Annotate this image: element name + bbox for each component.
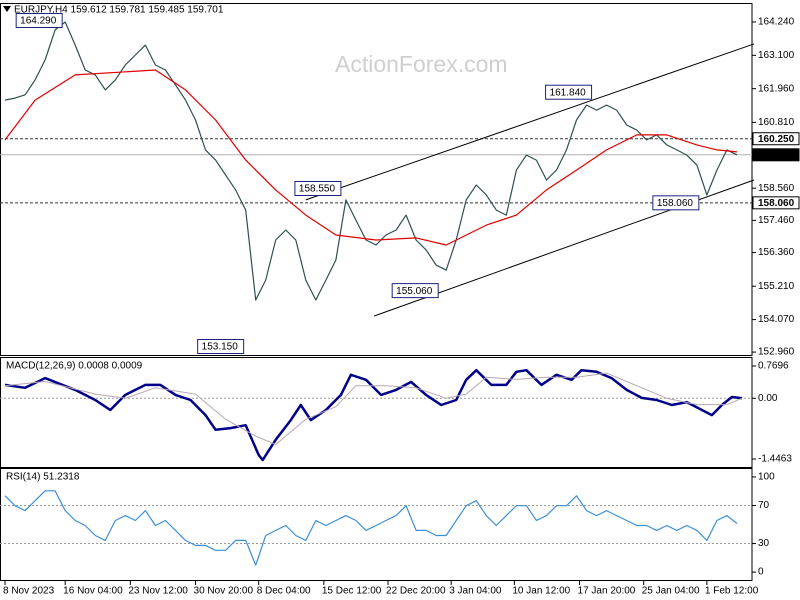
annotation-box: [652, 195, 700, 211]
annotation-box: [197, 339, 245, 355]
y-tick-label: 157.460: [758, 215, 795, 226]
annotation-label: 158.060: [657, 198, 694, 209]
y-tick-label: 161.960: [758, 83, 795, 94]
y-tick-label: 0.00: [758, 393, 778, 404]
indicator-line: [4, 69, 738, 246]
y-tick-label: 0.7696: [758, 361, 789, 372]
panel-title: EURJPY,H4 159.612 159.781 159.485 159.70…: [14, 5, 224, 16]
level-label-box: [752, 132, 800, 146]
level-label: 158.060: [758, 198, 795, 209]
level-label: 160.250: [758, 134, 795, 145]
price-line: [4, 490, 738, 566]
price-line: [4, 21, 738, 301]
y-tick-label: 158.560: [758, 183, 795, 194]
y-tick-label: 152.960: [758, 347, 795, 358]
x-tick-label: 8 Dec 04:00: [257, 586, 311, 597]
panel-frame: [0, 3, 753, 356]
x-tick-label: 22 Dec 20:00: [386, 586, 446, 597]
y-tick-label: 164.240: [758, 17, 795, 28]
y-tick-label: 154.070: [758, 314, 795, 325]
annotation-box: [391, 283, 439, 299]
y-tick-label: 0: [758, 567, 764, 578]
x-tick-label: 30 Nov 20:00: [194, 586, 254, 597]
channel-line: [305, 43, 755, 201]
watermark: ActionForex.com: [335, 51, 508, 77]
y-tick-label: -1.4463: [758, 454, 792, 465]
price-line: [4, 368, 743, 462]
y-tick-label: 160.810: [758, 117, 795, 128]
y-tick-label: 156.360: [758, 247, 795, 258]
annotation-label: 161.840: [550, 87, 587, 98]
panel-frame: [0, 468, 753, 581]
annotation-box: [15, 13, 63, 29]
annotation-label: 164.290: [20, 16, 57, 27]
y-tick-label: 70: [758, 500, 770, 511]
x-tick-label: 15 Dec 12:00: [322, 586, 382, 597]
y-tick-label: 30: [758, 538, 770, 549]
level-label: 159.701: [758, 150, 795, 161]
x-tick-label: 8 Nov 2023: [3, 586, 55, 597]
annotation-label: 155.060: [396, 286, 433, 297]
x-tick-label: 10 Jan 12:00: [512, 586, 570, 597]
y-tick-label: 163.100: [758, 50, 795, 61]
x-tick-label: 25 Jan 04:00: [642, 586, 700, 597]
annotation-box: [545, 84, 593, 100]
y-tick-label: 100: [758, 472, 775, 483]
annotation-label: 158.550: [299, 184, 336, 195]
x-tick-label: 1 Feb 12:00: [705, 586, 759, 597]
x-tick-label: 3 Jan 04:00: [449, 586, 502, 597]
indicator-line: [4, 372, 743, 445]
panel-frame: [0, 357, 753, 468]
level-label-box: [752, 196, 800, 210]
x-tick-label: 16 Nov 04:00: [63, 586, 123, 597]
x-tick-label: 23 Nov 12:00: [128, 586, 188, 597]
y-tick-label: 155.210: [758, 281, 795, 292]
x-tick-label: 17 Jan 20:00: [578, 586, 636, 597]
annotation-box: [294, 180, 342, 196]
menu-triangle: [3, 6, 11, 12]
panel-title: RSI(14) 51.2318: [6, 472, 80, 483]
panel-title: MACD(12,26,9) 0.0008 0.0009: [6, 361, 143, 372]
annotation-label: 153.150: [202, 342, 239, 353]
level-label-box: [752, 148, 800, 162]
